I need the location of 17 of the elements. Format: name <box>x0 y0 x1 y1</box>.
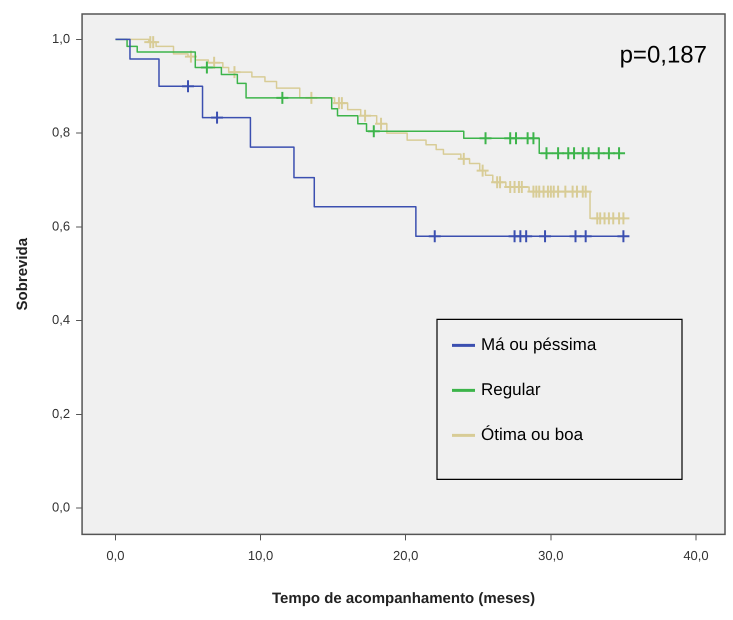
annotation: p=0,187 <box>620 42 707 69</box>
y-tick-label: 0,6 <box>52 218 70 234</box>
x-tick-label: 0,0 <box>106 548 124 563</box>
y-tick-label: 0,8 <box>52 124 70 140</box>
x-tick-label: 20,0 <box>393 548 418 563</box>
y-tick-label: 0,4 <box>52 312 70 328</box>
x-tick-label: 10,0 <box>248 548 274 563</box>
x-tick-label: 40,0 <box>683 548 709 563</box>
legend-label: Má ou péssima <box>481 335 597 354</box>
y-tick-label: 0,2 <box>52 406 70 421</box>
y-tick-label: 1,0 <box>52 30 70 46</box>
legend-label: Ótima ou boa <box>481 425 584 444</box>
legend-label: Regular <box>481 380 541 400</box>
x-tick-label: 30,0 <box>538 548 564 563</box>
x-axis-title: Tempo de acompanhamento (meses) <box>272 590 536 608</box>
y-tick-label: 0,0 <box>52 500 70 515</box>
y-axis-title: Sobrevida <box>14 237 32 310</box>
